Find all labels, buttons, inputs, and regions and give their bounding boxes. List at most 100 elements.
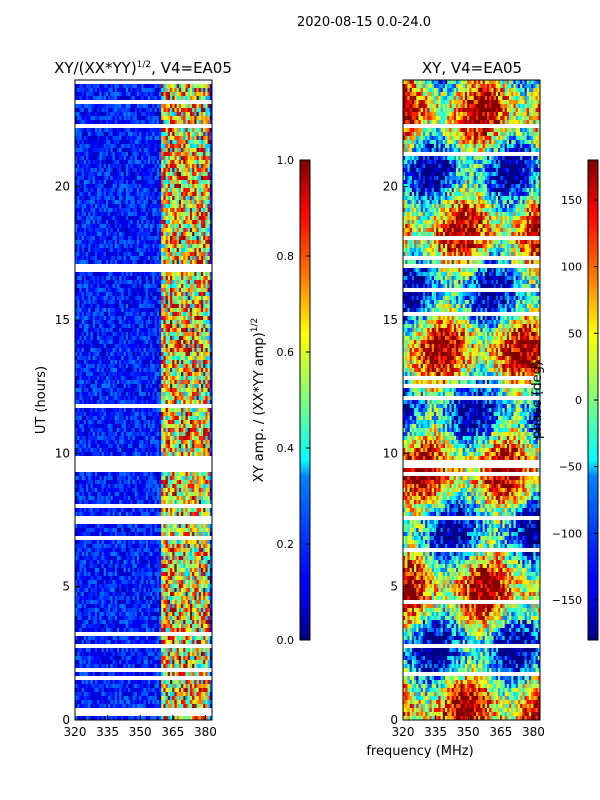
amp-heatmap-cell (97, 152, 100, 157)
amp-heatmap-cell (170, 144, 173, 149)
amp-heatmap-cell (207, 128, 211, 133)
amp-heatmap-cell (139, 132, 142, 137)
amp-heatmap-cell (81, 140, 85, 145)
amp-heatmap-cell (194, 96, 197, 101)
amp-heatmap-cell (121, 92, 125, 97)
amp-heatmap-cell (207, 100, 211, 105)
amp-heatmap-cell (88, 196, 91, 201)
amp-heatmap-cell (99, 208, 102, 213)
amp-heatmap-cell (121, 156, 125, 161)
amp-heatmap-cell (103, 164, 107, 169)
amp-heatmap-cell (92, 88, 96, 93)
amp-heatmap-cell (198, 108, 202, 113)
amp-heatmap-cell (125, 120, 129, 125)
amp-heatmap-cell (75, 116, 78, 121)
amp-heatmap-cell (139, 164, 142, 169)
amp-heatmap-cell (147, 80, 151, 85)
amp-heatmap-cell (150, 180, 153, 185)
amp-heatmap-cell (110, 152, 113, 157)
amp-heatmap-cell (75, 120, 78, 125)
amp-heatmap-cell (158, 160, 162, 165)
amp-heatmap-cell (163, 88, 166, 93)
amp-heatmap-cell (114, 100, 118, 105)
amp-heatmap-cell (116, 184, 120, 189)
amp-heatmap-cell (161, 144, 164, 149)
amp-heatmap-cell (139, 152, 142, 157)
amp-heatmap-cell (172, 164, 175, 169)
amp-heatmap-cell (134, 100, 138, 105)
amp-heatmap-cell (108, 92, 111, 97)
amp-heatmap-cell (81, 192, 85, 197)
amp-heatmap-cell (79, 164, 83, 169)
amp-heatmap-cell (192, 84, 195, 89)
amp-heatmap-cell (119, 176, 122, 181)
amp-heatmap-cell (176, 132, 180, 137)
amp-heatmap-cell (178, 136, 182, 141)
amp-heatmap-cell (158, 100, 162, 105)
amp-heatmap-cell (92, 96, 96, 101)
amp-heatmap-cell (112, 88, 116, 93)
amp-heatmap-cell (198, 172, 202, 177)
amp-heatmap-cell (132, 120, 136, 125)
amp-heatmap-cell (75, 100, 78, 105)
amp-heatmap-cell (90, 148, 94, 153)
amp-heatmap-cell (158, 132, 162, 137)
amp-heatmap-cell (125, 104, 129, 109)
amp-heatmap-cell (116, 136, 120, 141)
amp-heatmap-cell (150, 152, 153, 157)
amp-heatmap-cell (92, 84, 96, 89)
amp-heatmap-cell (105, 100, 109, 105)
amp-heatmap-cell (103, 112, 107, 117)
amp-heatmap-cell (94, 200, 98, 205)
amp-heatmap-cell (176, 124, 180, 129)
amp-heatmap-cell (194, 92, 197, 97)
amp-heatmap-cell (119, 184, 122, 189)
amp-heatmap-cell (207, 92, 211, 97)
amp-heatmap-cell (92, 168, 96, 173)
amp-heatmap-cell (119, 196, 122, 201)
amp-heatmap-cell (163, 160, 166, 165)
amp-heatmap-cell (154, 204, 158, 209)
amp-heatmap-cell (94, 180, 98, 185)
amp-heatmap-cell (92, 196, 96, 201)
amp-heatmap-cell (150, 184, 153, 189)
amp-heatmap-cell (128, 188, 131, 193)
amp-heatmap-cell (185, 148, 189, 153)
amp-heatmap-cell (205, 120, 208, 125)
amp-heatmap-cell (189, 84, 193, 89)
amp-heatmap-cell (156, 152, 160, 157)
amp-heatmap-cell (101, 176, 105, 181)
amp-heatmap-cell (178, 196, 182, 201)
amp-heatmap-cell (101, 88, 105, 93)
amp-heatmap-cell (108, 124, 111, 129)
amp-heatmap-cell (101, 212, 105, 217)
amp-heatmap-cell (181, 196, 184, 201)
amp-heatmap-cell (161, 116, 164, 121)
amp-heatmap-cell (196, 104, 200, 109)
amp-heatmap-cell (167, 136, 171, 141)
amp-heatmap-cell (136, 108, 140, 113)
amp-heatmap-cell (121, 104, 125, 109)
amp-heatmap-cell (203, 156, 206, 161)
amp-heatmap-cell (183, 132, 186, 137)
amp-heatmap-cell (185, 136, 189, 141)
amp-heatmap-cell (183, 164, 186, 169)
amp-heatmap-cell (105, 88, 109, 93)
amp-heatmap-cell (125, 172, 129, 177)
amp-heatmap-cell (176, 164, 180, 169)
amp-heatmap-cell (116, 192, 120, 197)
amp-heatmap-cell (203, 136, 206, 141)
amp-heatmap-cell (94, 96, 98, 101)
amp-heatmap-cell (97, 144, 100, 149)
amp-heatmap-cell (152, 108, 155, 113)
amp-heatmap-cell (94, 172, 98, 177)
amp-heatmap-cell (187, 136, 191, 141)
amp-heatmap-cell (134, 208, 138, 213)
amp-heatmap-cell (108, 212, 111, 217)
amp-heatmap-cell (141, 104, 144, 109)
amp-heatmap-cell (158, 208, 162, 213)
amp-heatmap-cell (145, 180, 149, 185)
amp-heatmap-cell (209, 148, 213, 153)
amp-heatmap-cell (121, 164, 125, 169)
amp-heatmap-cell (83, 152, 87, 157)
